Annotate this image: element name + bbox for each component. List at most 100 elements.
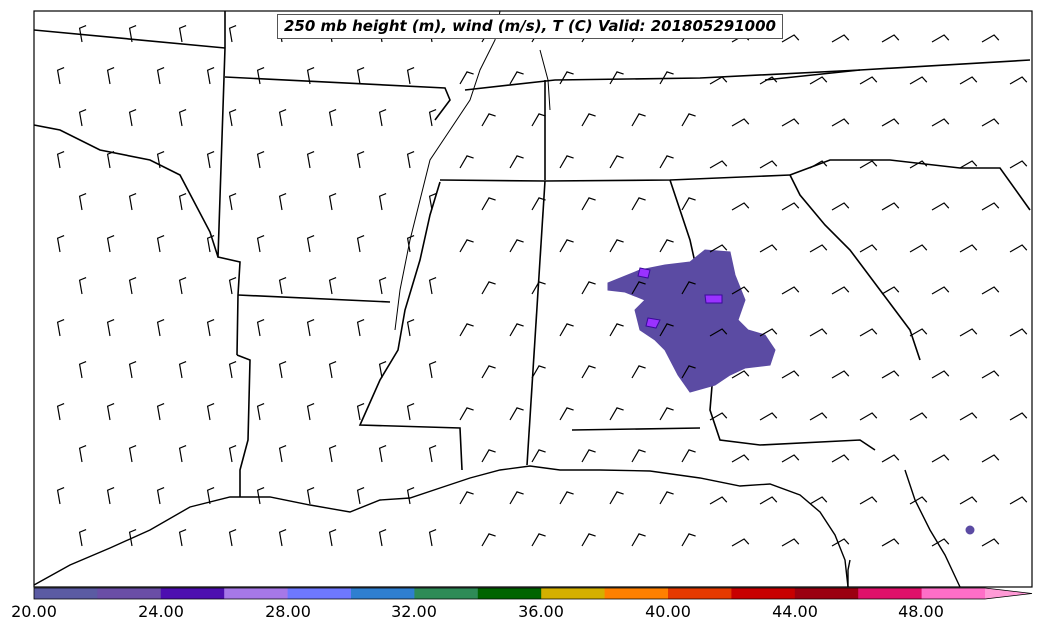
colorbar-segment	[97, 588, 162, 599]
wind-barb	[909, 328, 928, 337]
wind-barb	[206, 487, 215, 505]
wind-barb	[56, 67, 65, 85]
wind-barb	[278, 361, 287, 379]
wind-barb	[709, 496, 728, 505]
colorbar	[33, 587, 1033, 600]
wind-barb	[106, 319, 115, 337]
wind-barb	[559, 323, 574, 337]
wind-barb	[406, 319, 415, 337]
wind-barb	[759, 244, 778, 253]
wind-barb	[356, 403, 365, 421]
wind-barb	[178, 361, 187, 379]
wind-barb	[328, 445, 337, 463]
wind-barb	[459, 71, 474, 85]
wind-barb	[459, 323, 474, 337]
wind-barb	[481, 365, 496, 379]
wind-barb	[631, 449, 646, 463]
wind-barb	[809, 76, 828, 85]
colorbar-segment	[604, 588, 669, 599]
wind-barb	[681, 281, 696, 295]
colorbar-segment	[477, 588, 542, 599]
wind-barb	[156, 67, 165, 85]
wind-barb	[531, 449, 546, 463]
wind-barb	[128, 25, 137, 43]
wind-barb	[406, 151, 415, 169]
wind-barb	[531, 533, 546, 547]
wind-barb	[881, 370, 900, 379]
colorbar-segment	[34, 588, 98, 599]
wind-barb	[931, 370, 950, 379]
wind-barb	[156, 319, 165, 337]
wind-barb	[406, 235, 415, 253]
wind-barb	[759, 76, 778, 85]
wind-barb	[306, 67, 315, 85]
wind-barb	[356, 151, 365, 169]
wind-barb	[256, 67, 265, 85]
wind-barb	[1009, 160, 1028, 169]
wind-barb	[609, 407, 624, 421]
wind-barb	[731, 202, 750, 211]
wind-barb	[106, 403, 115, 421]
wind-barb	[681, 365, 696, 379]
wind-barb	[206, 403, 215, 421]
colorbar-tick-label: 20.00	[11, 602, 57, 621]
wind-barb	[356, 235, 365, 253]
wind-barbs	[56, 25, 1028, 547]
wind-barb	[831, 286, 850, 295]
wind-barb	[106, 151, 115, 169]
wind-barb	[709, 328, 728, 337]
wind-barb	[1009, 244, 1028, 253]
wind-barb	[406, 487, 415, 505]
wind-barb	[178, 445, 187, 463]
wind-barb	[809, 160, 828, 169]
wind-barb	[206, 235, 215, 253]
colorbar-tick-label: 28.00	[265, 602, 311, 621]
wind-barb	[509, 407, 524, 421]
wind-barb	[781, 118, 800, 127]
wind-barb	[278, 529, 287, 547]
wind-barb	[378, 109, 387, 127]
wind-barb	[809, 412, 828, 421]
wind-barb	[481, 533, 496, 547]
wind-barb	[681, 449, 696, 463]
wind-barb	[228, 529, 237, 547]
wind-barb	[78, 25, 87, 43]
shaded-region	[607, 249, 975, 535]
wind-barb	[206, 151, 215, 169]
colorbar-extend-arrow	[985, 588, 1032, 599]
wind-barb	[481, 281, 496, 295]
wind-barb	[128, 277, 137, 295]
map-frame	[33, 10, 1033, 588]
wind-barb	[178, 25, 187, 43]
wind-barb	[809, 496, 828, 505]
wind-barb	[428, 277, 437, 295]
wind-barb	[959, 244, 978, 253]
wind-barb	[56, 487, 65, 505]
wind-barb	[178, 277, 187, 295]
wind-barb	[631, 281, 646, 295]
wind-barb	[781, 538, 800, 547]
wind-barb	[531, 365, 546, 379]
wind-barb	[559, 71, 574, 85]
wind-barb	[681, 113, 696, 127]
wind-barb	[128, 445, 137, 463]
wind-barb	[809, 244, 828, 253]
wind-barb	[428, 361, 437, 379]
wind-barb	[78, 529, 87, 547]
colorbar-segment	[921, 588, 986, 599]
wind-barb	[128, 109, 137, 127]
wind-barb	[581, 113, 596, 127]
wind-barb	[278, 109, 287, 127]
wind-barb	[559, 407, 574, 421]
wind-barb	[256, 487, 265, 505]
wind-barb	[731, 454, 750, 463]
wind-barb	[909, 244, 928, 253]
wind-barb	[931, 538, 950, 547]
wind-barb	[306, 403, 315, 421]
wind-barb	[981, 454, 1000, 463]
wind-barb	[959, 412, 978, 421]
colorbar-tick-label: 48.00	[898, 602, 944, 621]
wind-barb	[659, 323, 674, 337]
wind-barb	[781, 454, 800, 463]
wind-barb	[659, 71, 674, 85]
